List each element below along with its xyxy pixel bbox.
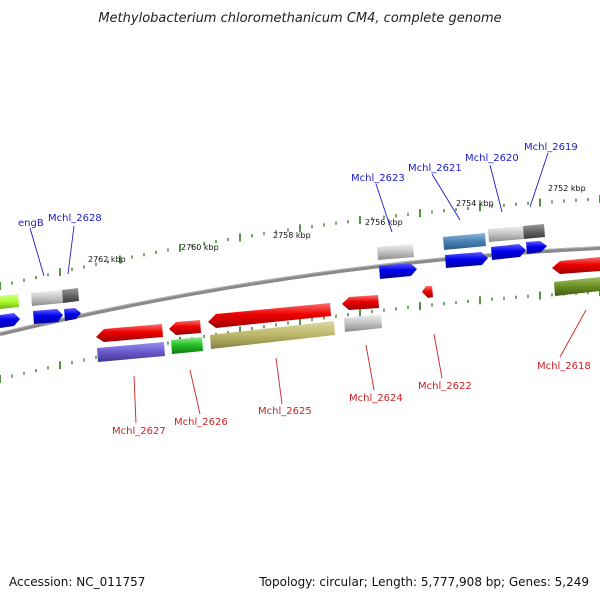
gene-red-2627[interactable] <box>96 324 163 342</box>
label-engb[interactable]: engB <box>18 218 44 229</box>
leader-mchl-2621 <box>431 173 461 221</box>
gene-darkgrey-2619[interactable] <box>523 224 545 239</box>
gene-olive-2618[interactable] <box>554 277 600 296</box>
label-mchl-2618[interactable]: Mchl_2618 <box>537 361 591 372</box>
tick-label-2752: 2752 kbp <box>548 184 586 193</box>
gene-purple-2627[interactable] <box>97 342 165 362</box>
tick-label-2762: 2762 kbp <box>88 255 126 264</box>
outer-tick-ring <box>0 195 600 290</box>
tick-label-2754: 2754 kbp <box>456 199 494 208</box>
label-mchl-2626[interactable]: Mchl_2626 <box>174 417 228 428</box>
gene-steel-2621[interactable] <box>443 233 486 250</box>
gene-red-2625[interactable] <box>208 303 331 328</box>
gene-blue-2623[interactable] <box>379 263 417 279</box>
gene-grey-2620[interactable] <box>488 226 524 242</box>
leader-mchl-2626 <box>189 369 201 415</box>
gene-grey-2623[interactable] <box>377 244 414 260</box>
gene-blue-2628[interactable] <box>64 308 81 321</box>
leader-mchl-2620 <box>489 164 503 213</box>
label-mchl-2622[interactable]: Mchl_2622 <box>418 381 472 392</box>
leader-mchl-2627 <box>133 375 137 424</box>
leader-mchl-2619 <box>529 152 549 208</box>
gene-blue-2621[interactable] <box>445 252 488 268</box>
tick-label-2760: 2760 kbp <box>181 243 219 252</box>
gene-grey-2624[interactable] <box>344 314 382 332</box>
label-mchl-2627[interactable]: Mchl_2627 <box>112 426 166 437</box>
top-leader-lines <box>29 152 549 277</box>
gene-blue-left[interactable] <box>0 313 20 328</box>
label-mchl-2620[interactable]: Mchl_2620 <box>465 153 519 164</box>
gene-red-2622[interactable] <box>422 286 433 298</box>
bottom-leader-lines <box>133 309 587 424</box>
leader-mchl-2618 <box>559 309 587 358</box>
topology-summary: Topology: circular; Length: 5,777,908 bp… <box>258 575 589 589</box>
leader-mchl-2624 <box>365 344 375 391</box>
gene-khaki-2625[interactable] <box>210 321 335 349</box>
tick-label-2758: 2758 kbp <box>273 231 311 240</box>
gene-red-2618[interactable] <box>552 257 600 274</box>
leader-mchl-2622 <box>433 333 443 379</box>
label-mchl-2623[interactable]: Mchl_2623 <box>351 173 405 184</box>
gene-red-2626[interactable] <box>169 320 201 335</box>
map-title: Methylobacterium chloromethanicum CM4, c… <box>98 11 501 26</box>
leader-mchl-2628 <box>67 225 75 275</box>
gene-green-2626[interactable] <box>171 337 203 354</box>
leader-mchl-2625 <box>275 357 283 405</box>
gene-lime-left[interactable] <box>0 294 19 309</box>
gene-darkgrey-2628[interactable] <box>62 288 79 303</box>
gene-blue-2620[interactable] <box>491 244 526 260</box>
gene-blue-engb[interactable] <box>33 309 63 324</box>
label-mchl-2625[interactable]: Mchl_2625 <box>258 406 312 417</box>
tick-label-2756: 2756 kbp <box>365 218 403 227</box>
gene-grey-engb[interactable] <box>31 290 63 306</box>
leader-engb <box>29 227 45 277</box>
leader-mchl-2623 <box>375 183 393 233</box>
label-mchl-2621[interactable]: Mchl_2621 <box>408 163 462 174</box>
gene-red-2624[interactable] <box>342 295 379 310</box>
accession-text: Accession: NC_011757 <box>9 575 145 589</box>
label-mchl-2628[interactable]: Mchl_2628 <box>48 213 102 224</box>
label-mchl-2619[interactable]: Mchl_2619 <box>524 142 578 153</box>
label-mchl-2624[interactable]: Mchl_2624 <box>349 393 403 404</box>
gene-blue-2619[interactable] <box>526 241 547 254</box>
